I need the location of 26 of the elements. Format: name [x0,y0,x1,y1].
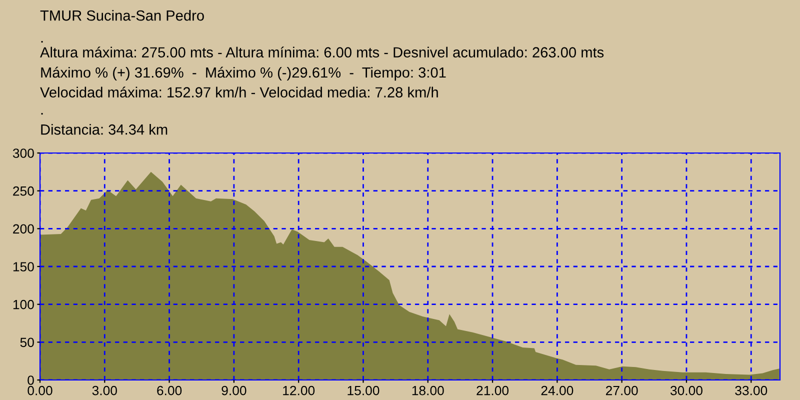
y-tick-label: 250 [13,186,34,196]
text: Altura máxima: 275.00 mts - Altura mínima: 6.00 mts - Desnivel acumulado: 263.00 mts [40,46,604,58]
x-tick-label: 15.00 [348,386,380,396]
x-tick-label: 30.00 [670,386,702,396]
y-tick-label: 100 [13,300,34,310]
chart-title: TMUR Sucina-San Pedro [40,10,204,21]
x-tick-label: 9.00 [222,386,246,396]
x-tick-label: 24.00 [541,386,574,396]
text: . [41,113,43,115]
x-tick-label: 18.00 [412,386,444,396]
x-tick-label: 0.00 [28,386,52,396]
x-tick-label: 12.00 [283,386,315,396]
y-tick-label: 200 [13,224,34,234]
text: Máximo % (+) 31.69% - Máximo % (-)29.61% - Tiempo: 3:01 [41,66,446,81]
text: . [41,41,43,43]
y-tick-label: 300 [12,148,34,158]
x-tick-label: 27.00 [606,386,638,396]
y-tick-label: 0 [28,376,34,385]
x-tick-label: 33.00 [735,386,768,396]
y-tick-label: 150 [13,262,34,272]
y-tick-label: 50 [20,338,34,348]
text: Velocidad máxima: 152.97 km/h - Velocidad media: 7.28 km/h [40,86,438,98]
x-tick-label: 6.00 [157,386,182,396]
x-tick-label: 3.00 [92,386,117,396]
x-tick-label: 21.00 [476,386,509,396]
text: Distancia: 34.34 km [41,124,168,135]
